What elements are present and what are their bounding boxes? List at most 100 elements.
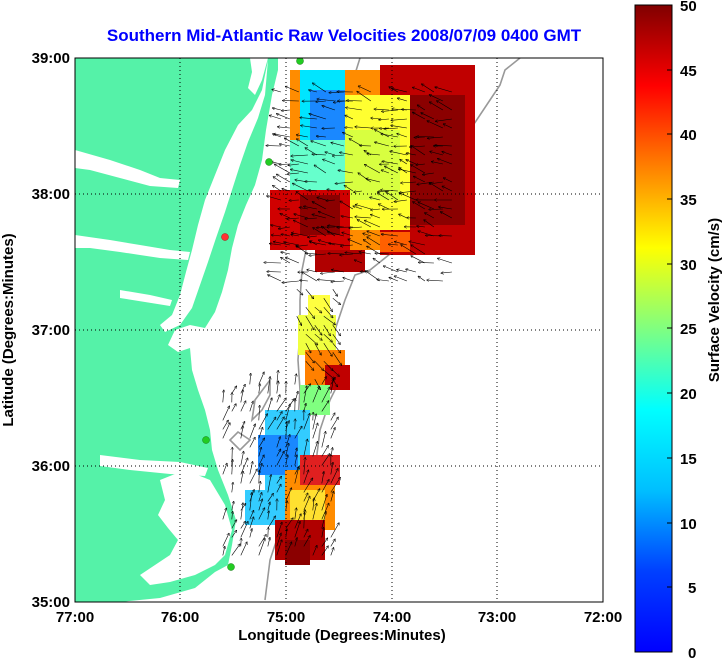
velocity-vector <box>249 424 256 439</box>
velocity-vector <box>382 161 398 165</box>
velocity-vector <box>373 258 381 264</box>
velocity-vector <box>312 504 317 520</box>
velocity-vector <box>442 186 453 192</box>
velocity-vector <box>384 128 398 129</box>
velocity-vector <box>286 257 300 264</box>
velocity-vector <box>330 463 333 475</box>
velocity-vector <box>285 488 292 502</box>
velocity-vector <box>294 522 300 538</box>
velocity-vector <box>258 539 265 556</box>
velocity-vector <box>276 477 282 484</box>
velocity-vector <box>321 546 328 556</box>
velocity-vector <box>303 386 307 403</box>
velocity-vector <box>406 160 417 165</box>
colorbar-ticks <box>667 4 672 653</box>
velocity-vector <box>294 426 302 439</box>
velocity-vector <box>371 215 381 219</box>
velocity-vector <box>435 145 452 146</box>
velocity-vector <box>397 134 407 138</box>
velocity-vector <box>222 423 230 439</box>
velocity-vector <box>267 196 281 201</box>
velocity-vector <box>240 471 243 484</box>
velocity-vector <box>323 298 333 311</box>
velocity-vector <box>312 414 316 430</box>
x-tick-label: 73:00 <box>478 609 516 626</box>
y-tick-label: 38:00 <box>32 186 70 203</box>
velocity-vector <box>370 197 380 201</box>
velocity-vector <box>249 490 254 502</box>
velocity-vector <box>409 242 425 246</box>
colorbar-label: Surface Velocity (cm/s) <box>706 218 723 382</box>
velocity-vector <box>249 437 255 448</box>
velocity-vector <box>381 234 398 237</box>
velocity-vector <box>367 246 381 255</box>
velocity-vector <box>231 544 240 556</box>
velocity-vector <box>258 455 264 466</box>
y-axis-label: Latitude (Degrees:Minutes) <box>0 233 17 426</box>
velocity-vector <box>357 91 372 102</box>
velocity-vector <box>427 280 443 281</box>
velocity-vector <box>305 182 317 183</box>
velocity-vector <box>249 469 257 484</box>
velocity-vector <box>366 179 380 183</box>
velocity-vector <box>294 514 301 529</box>
velocity-vector <box>305 307 315 318</box>
velocity-vector <box>276 395 280 403</box>
velocity-vector <box>365 220 381 228</box>
velocity-vector <box>430 102 444 111</box>
velocity-vector <box>381 170 390 174</box>
velocity-vector <box>314 325 322 335</box>
velocity-vector <box>330 379 334 394</box>
velocity-vector <box>258 427 263 439</box>
x-tick-label: 72:00 <box>584 609 622 626</box>
velocity-vector <box>439 207 452 210</box>
velocity-vector <box>323 369 334 379</box>
velocity-vector <box>271 225 281 228</box>
velocity-vector <box>332 155 344 156</box>
velocity-vector <box>268 275 282 282</box>
velocity-vector <box>312 546 317 556</box>
velocity-vector <box>303 493 308 502</box>
velocity-vector <box>323 343 332 356</box>
velocity-vector <box>305 316 314 329</box>
velocity-vector <box>354 191 362 192</box>
velocity-vector <box>394 276 408 282</box>
velocity-vector <box>416 164 425 165</box>
colorbar-tick-label: 20 <box>680 386 697 403</box>
velocity-vector <box>332 352 342 365</box>
velocity-vector <box>355 217 371 218</box>
velocity-vector <box>312 214 326 219</box>
velocity-vector <box>277 114 291 120</box>
velocity-vector <box>323 333 333 342</box>
velocity-vector <box>280 144 290 147</box>
velocity-vector <box>364 240 372 246</box>
velocity-vector <box>375 142 389 147</box>
velocity-vector <box>258 499 263 511</box>
velocity-vector <box>300 280 308 281</box>
velocity-vector <box>231 502 234 511</box>
pamlico-sound <box>140 470 232 585</box>
velocity-vector <box>270 244 281 245</box>
bay-inlet-2 <box>75 235 190 260</box>
x-tick-label: 76:00 <box>161 609 199 626</box>
velocity-vector <box>418 262 434 263</box>
velocity-vector <box>429 209 443 210</box>
velocity-vector <box>303 439 308 457</box>
velocity-vector <box>323 315 335 324</box>
velocity-vector <box>303 458 305 475</box>
velocity-vector <box>406 269 416 273</box>
velocity-vector <box>345 253 362 255</box>
velocity-vector <box>316 136 326 137</box>
velocity-vector <box>332 270 344 273</box>
velocity-vector <box>285 542 292 556</box>
velocity-vector <box>269 115 281 120</box>
velocity-vector <box>282 189 290 192</box>
colorbar-tick-label: 0 <box>688 645 696 659</box>
velocity-vector <box>267 475 271 493</box>
velocity-vector <box>291 155 308 156</box>
velocity-vector <box>367 154 380 155</box>
velocity-vector <box>267 538 270 547</box>
velocity-vector <box>341 245 353 246</box>
velocity-vector <box>249 401 253 412</box>
velocity-vector <box>258 493 262 502</box>
